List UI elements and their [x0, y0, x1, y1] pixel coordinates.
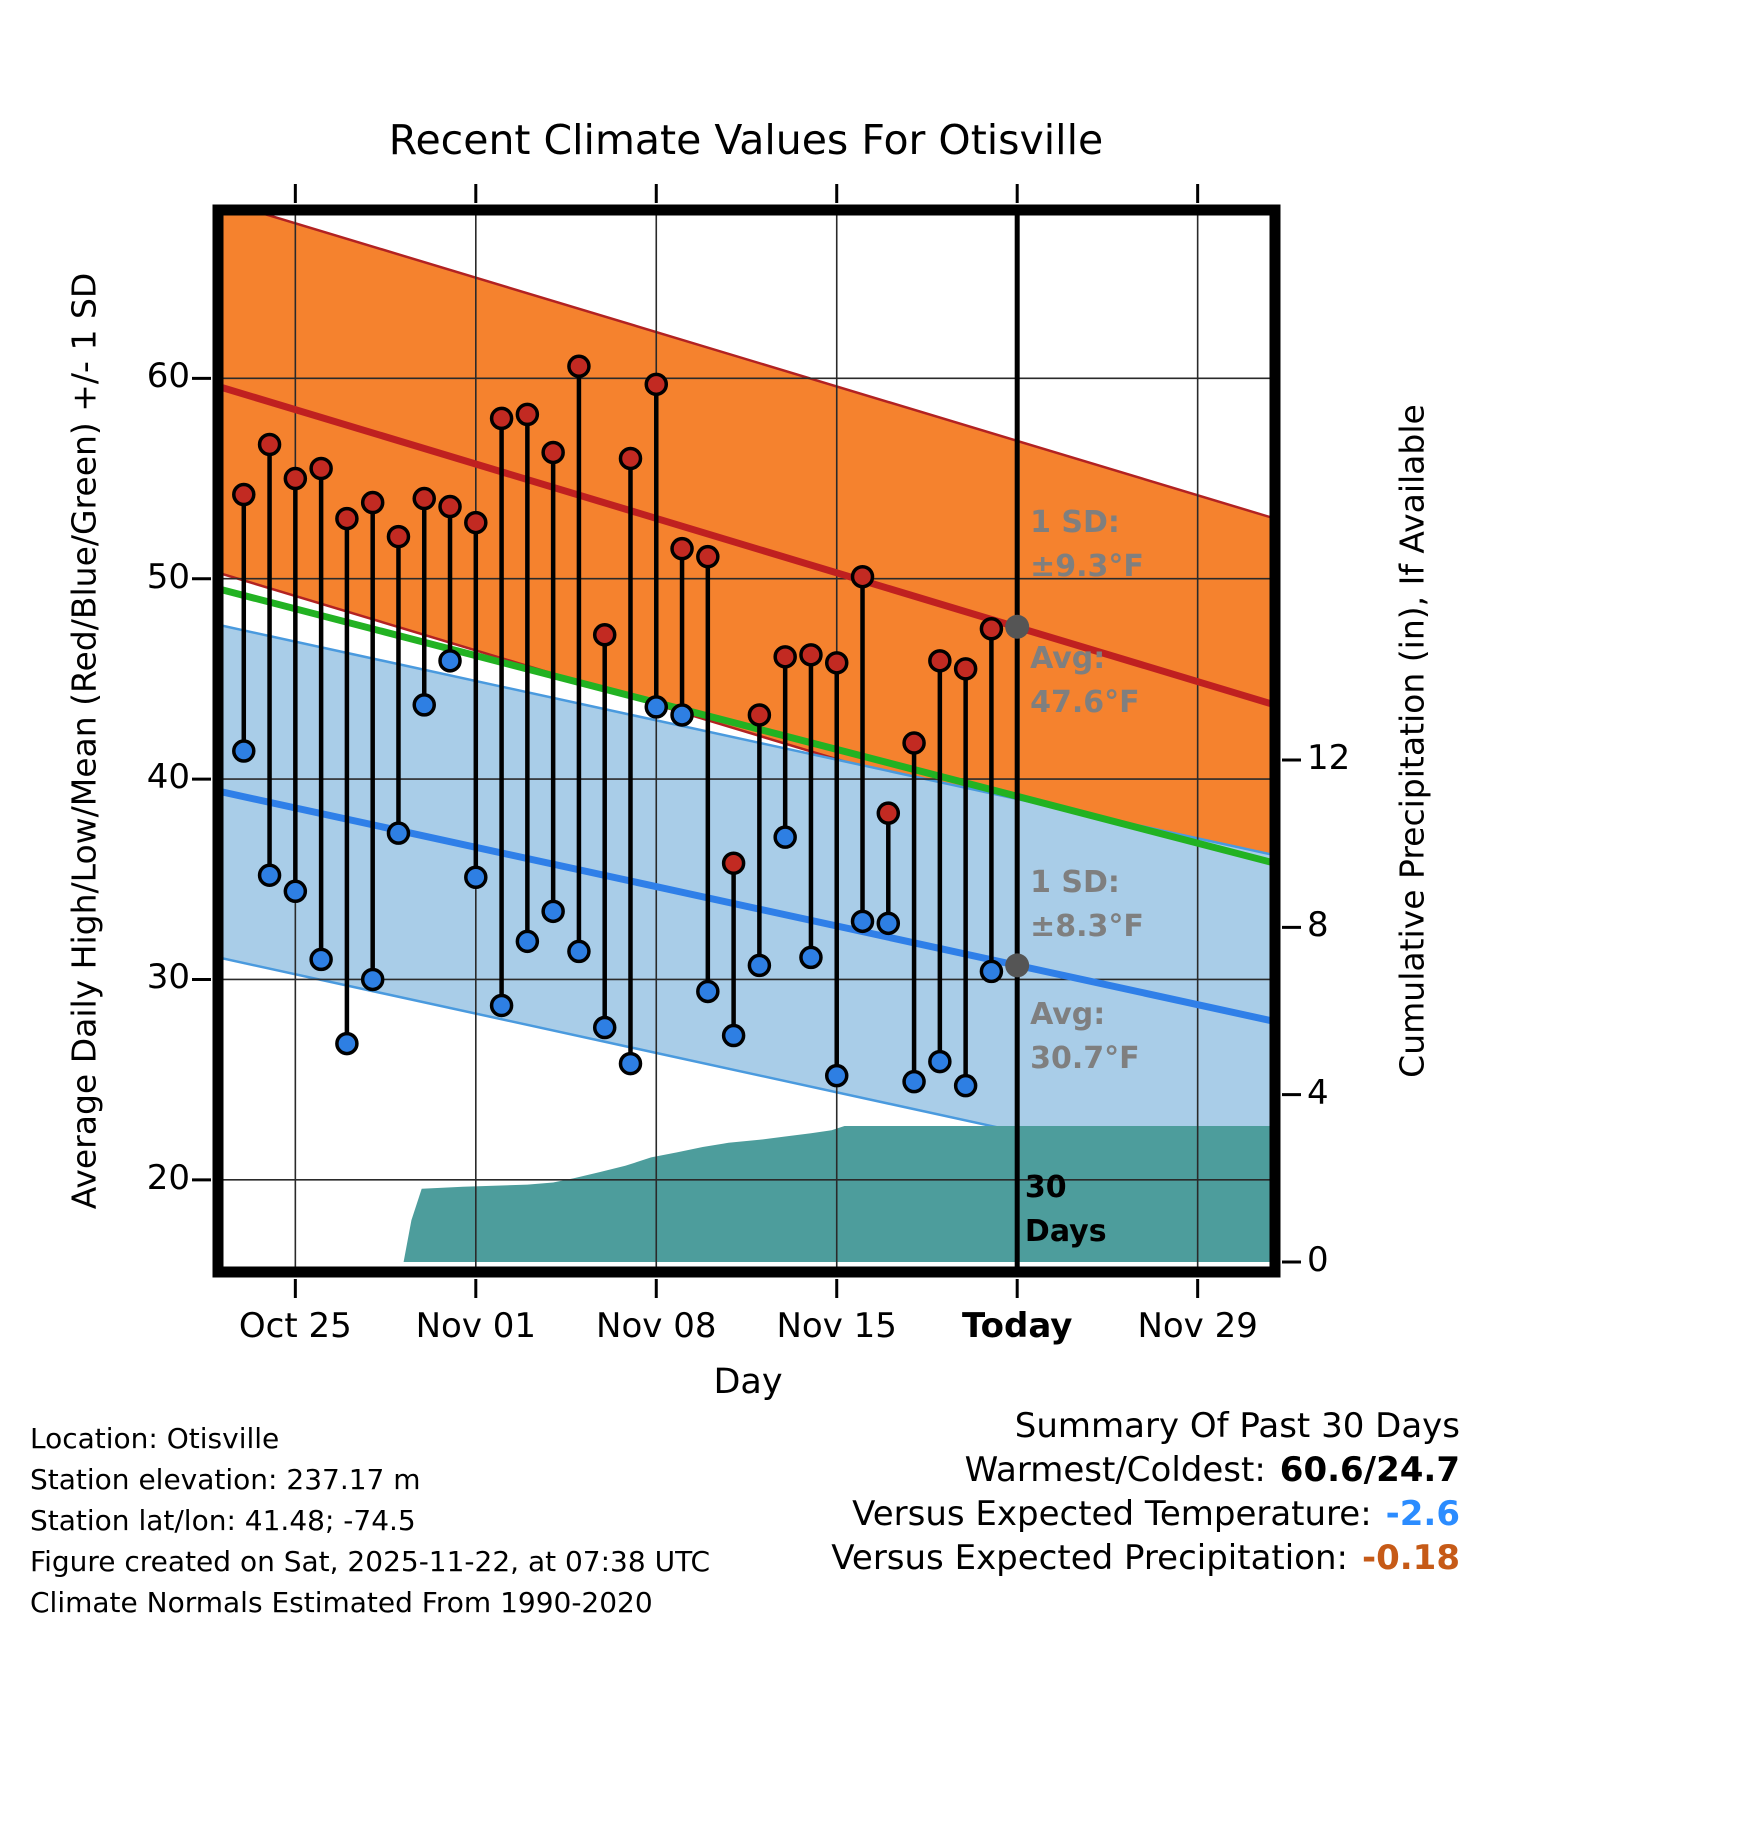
high-band-edge: [246, 210, 1275, 520]
summary-label: Versus Expected Precipitation:: [831, 1538, 1348, 1578]
daily-high-marker: [644, 372, 669, 397]
daily-low-marker: [489, 993, 514, 1018]
summary-value: -0.18: [1362, 1538, 1460, 1578]
daily-low-marker: [721, 1023, 746, 1048]
daily-low-marker: [902, 1069, 926, 1094]
daily-low-marker: [309, 947, 333, 972]
station-info: Location: Otisville Station elevation: 2…: [30, 1418, 710, 1623]
summary-row: Versus Expected Precipitation: -0.18: [831, 1536, 1460, 1580]
daily-low-marker: [670, 703, 694, 727]
station-elevation: Station elevation: 237.17 m: [30, 1463, 421, 1496]
daily-high-marker: [850, 564, 875, 589]
plot-layers: [218, 210, 1275, 1272]
daily-high-marker: [283, 466, 308, 491]
summary-value: -2.6: [1385, 1494, 1460, 1534]
daily-high-marker: [464, 510, 488, 535]
daily-high-marker: [592, 623, 617, 647]
daily-high-marker: [928, 649, 952, 673]
daily-low-marker: [799, 945, 823, 970]
x-axis-label: Day: [713, 1362, 783, 1402]
normal-avg-marker: [1005, 953, 1030, 978]
daily-high-marker: [567, 354, 591, 379]
high-sd-band: [218, 210, 1275, 892]
daily-high-marker: [412, 486, 436, 511]
daily-low-marker: [283, 879, 308, 904]
daily-high-marker: [721, 851, 746, 875]
summary-row: Warmest/Coldest: 60.6/24.7: [831, 1448, 1460, 1492]
daily-low-marker: [928, 1049, 952, 1074]
daily-low-marker: [953, 1073, 978, 1098]
summary-label: Versus Expected Temperature:: [852, 1494, 1372, 1534]
daily-low-marker: [747, 953, 772, 978]
daily-high-marker: [670, 536, 694, 561]
summary-row: Versus Expected Temperature: -2.6: [831, 1492, 1460, 1536]
daily-low-marker: [773, 825, 797, 849]
summary-value: 60.6/24.7: [1279, 1450, 1460, 1490]
daily-high-marker: [309, 456, 333, 481]
daily-high-marker: [386, 524, 411, 549]
daily-low-marker: [257, 863, 282, 888]
daily-high-marker: [799, 643, 823, 667]
chart-title: Recent Climate Values For Otisville: [388, 116, 1104, 164]
daily-low-marker: [592, 1015, 617, 1040]
daily-high-marker: [696, 544, 720, 569]
daily-low-marker: [850, 909, 875, 934]
daily-high-marker: [541, 440, 565, 465]
daily-high-marker: [773, 645, 797, 669]
daily-high-marker: [979, 617, 1004, 641]
summary-label: Warmest/Coldest:: [964, 1450, 1266, 1490]
daily-low-marker: [824, 1063, 849, 1088]
daily-low-marker: [876, 911, 901, 936]
daily-low-marker: [386, 821, 411, 845]
daily-high-marker: [876, 801, 901, 825]
station-location: Location: Otisville: [30, 1422, 280, 1455]
normal-high-line: [218, 382, 1275, 709]
daily-low-marker: [335, 1031, 359, 1056]
daily-high-marker: [902, 731, 926, 755]
daily-high-marker: [335, 506, 359, 531]
daily-high-marker: [618, 446, 643, 471]
daily-low-marker: [412, 693, 436, 717]
daily-low-marker: [515, 929, 540, 954]
daily-high-marker: [232, 482, 256, 507]
normal-mean-line: [218, 585, 1275, 867]
plot-border: [212, 204, 1281, 1278]
daily-low-marker: [618, 1051, 643, 1076]
daily-high-marker: [360, 490, 385, 515]
daily-low-marker: [464, 865, 488, 890]
daily-high-marker: [824, 651, 849, 675]
daily-high-marker: [438, 494, 462, 519]
daily-low-marker: [979, 959, 1004, 984]
daily-high-marker: [953, 657, 978, 681]
daily-high-marker: [489, 406, 514, 431]
station-latlon: Station lat/lon: 41.48; -74.5: [30, 1504, 416, 1537]
normal-avg-marker: [1005, 614, 1030, 639]
daily-low-marker: [232, 739, 256, 763]
daily-low-marker: [567, 939, 591, 964]
daily-low-marker: [644, 695, 669, 719]
daily-observations: [232, 354, 1004, 1098]
summary-panel: Summary Of Past 30 Days Warmest/Coldest:…: [831, 1404, 1460, 1580]
daily-high-marker: [257, 432, 282, 457]
daily-high-marker: [515, 402, 540, 427]
summary-heading: Summary Of Past 30 Days: [1014, 1406, 1460, 1446]
daily-low-marker: [696, 979, 720, 1004]
daily-high-marker: [747, 703, 772, 727]
figure-created: Figure created on Sat, 2025-11-22, at 07…: [30, 1545, 711, 1578]
precip-area: [403, 1126, 1275, 1262]
daily-low-marker: [360, 967, 385, 992]
daily-low-marker: [541, 899, 565, 924]
daily-low-marker: [438, 649, 462, 673]
climate-normals-note: Climate Normals Estimated From 1990-2020: [30, 1586, 653, 1619]
